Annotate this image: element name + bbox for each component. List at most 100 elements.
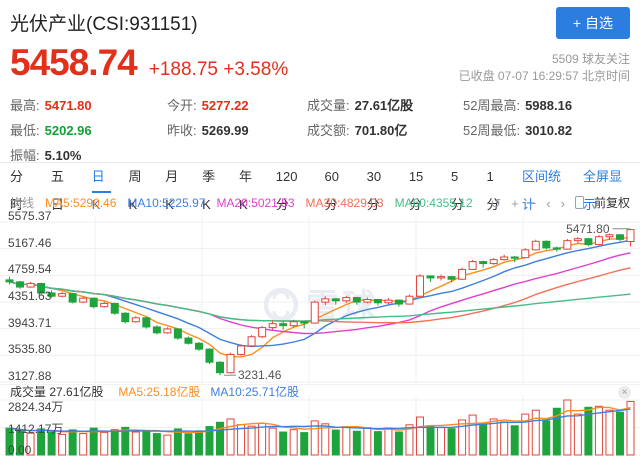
volume-bar (573, 413, 582, 456)
tab-monthly-k[interactable]: 月K (165, 169, 179, 212)
candle (58, 293, 67, 297)
volume-bar (489, 418, 498, 456)
undo-icon[interactable]: ↺ (490, 196, 502, 211)
volume-bar (163, 434, 172, 456)
volume-bar (142, 429, 151, 456)
tab-1min[interactable]: 1分 (486, 169, 500, 212)
candle (415, 275, 424, 297)
candle (300, 321, 309, 324)
tab-quarter-k[interactable]: 季K (202, 169, 216, 212)
current-price: 5458.74 (10, 42, 138, 83)
stat-value: 701.80亿 (354, 123, 408, 138)
ma-legend-2: MA10:5225.97 (127, 196, 206, 210)
tabbar-links: 区间统计 全屏显示 (521, 163, 630, 212)
range-stats-link[interactable]: 区间统计 (521, 169, 561, 212)
tab-five-day[interactable]: 五日 (50, 169, 64, 212)
volume-bar (384, 427, 393, 456)
tab-minute[interactable]: 分时 (10, 169, 24, 212)
tab-15min[interactable]: 15分 (408, 169, 424, 212)
candle (531, 240, 540, 251)
volume-bar (205, 426, 214, 456)
candle (5, 279, 14, 283)
candle (605, 234, 614, 238)
stat-prev-close: 昨收: 5269.99 (167, 120, 307, 142)
candle (173, 328, 182, 339)
volume-bar (152, 433, 161, 456)
volume-bar (352, 430, 361, 456)
stat-value: 3010.82 (525, 123, 573, 138)
ma-prefix-label: 均线 (10, 196, 35, 210)
ma-legend-5: MA60:4355.12 (394, 196, 473, 210)
tab-60min[interactable]: 60分 (324, 169, 339, 212)
volume-bar (447, 428, 456, 456)
stat-value: 5.10% (44, 148, 82, 163)
candle (310, 301, 319, 324)
candle (226, 353, 235, 374)
tab-30min[interactable]: 30分 (366, 169, 382, 212)
stat-value: 5471.80 (44, 98, 92, 113)
candle (542, 240, 551, 249)
price-change: +188.75 +3.58% (148, 59, 289, 80)
volume-bar (531, 409, 540, 456)
candle (479, 261, 488, 265)
volume-bar (79, 433, 88, 456)
volume-bar (426, 425, 435, 456)
period-tabbar: 分时 五日 日K 周K 月K 季K 年K 120分 60分 30分 15分 5分 1分 区间统计 全屏显示 (0, 163, 640, 212)
mobile-icon[interactable] (574, 196, 584, 211)
candle (37, 282, 46, 294)
stat-week52-low: 52周最低: 3010.82 (463, 120, 632, 142)
zoom-out-icon[interactable]: − (528, 196, 537, 211)
stat-label: 最低: (10, 123, 40, 138)
stat-amplitude: 振幅: 5.10% (10, 145, 167, 167)
tab-5min[interactable]: 5分 (450, 169, 464, 212)
zoom-in-icon[interactable]: + (511, 196, 519, 211)
stat-week52-high: 52周最高: 5988.16 (463, 95, 632, 117)
volume-bar (342, 426, 351, 456)
volume-chart[interactable] (0, 396, 640, 459)
candle (152, 326, 161, 334)
volume-bar (5, 427, 14, 456)
candle (331, 298, 340, 302)
followers-count: 5509 球友关注 (551, 52, 630, 66)
candle (352, 297, 361, 303)
candle (205, 348, 214, 363)
tab-yearly-k[interactable]: 年K (238, 169, 252, 212)
high-price-annotation: 5471.80 (566, 222, 610, 236)
pan-left-icon[interactable]: ‹ (546, 196, 551, 211)
volume-bar (458, 419, 467, 456)
volume-bar (47, 431, 56, 456)
volume-legend: 成交量 27.61亿股 MA5:25.18亿股 MA10:25.71亿股 (10, 385, 299, 399)
volume-bar (468, 414, 477, 456)
volume-bar (479, 423, 488, 456)
candle (458, 268, 467, 280)
volume-close-icon[interactable]: × (618, 386, 631, 399)
volume-bar (121, 426, 130, 456)
fullscreen-link[interactable]: 全屏显示 (582, 169, 622, 212)
volume-bar (194, 430, 203, 456)
stat-high: 最高: 5471.80 (10, 95, 167, 117)
section-divider (0, 162, 640, 163)
candle (552, 247, 561, 250)
volume-bar (26, 432, 35, 456)
candle (237, 345, 246, 355)
volume-bar (100, 431, 109, 456)
adjust-mode-toggle[interactable]: 前复权 (593, 196, 630, 210)
volume-bar (226, 418, 235, 456)
tab-daily-k[interactable]: 日K (91, 163, 112, 212)
stat-label: 成交额: (307, 123, 350, 138)
volume-bar (331, 429, 340, 456)
volume-bar (37, 428, 46, 456)
add-watchlist-button[interactable]: + 自选 (555, 7, 630, 39)
volume-bar (594, 405, 603, 456)
volume-separator (0, 384, 640, 385)
tab-weekly-k[interactable]: 周K (128, 169, 142, 212)
candle (521, 249, 530, 259)
pan-right-icon[interactable]: › (560, 196, 565, 211)
volume-bar (605, 409, 614, 456)
price-ma60-line (9, 281, 631, 322)
quote-stats-grid: 最高: 5471.80 今开: 5277.22 成交量: 27.61亿股 52周最高: 598… (10, 95, 632, 167)
tab-120min[interactable]: 120分 (275, 169, 298, 212)
stat-label: 昨收: (167, 123, 197, 138)
volume-ma10-line (9, 408, 631, 433)
